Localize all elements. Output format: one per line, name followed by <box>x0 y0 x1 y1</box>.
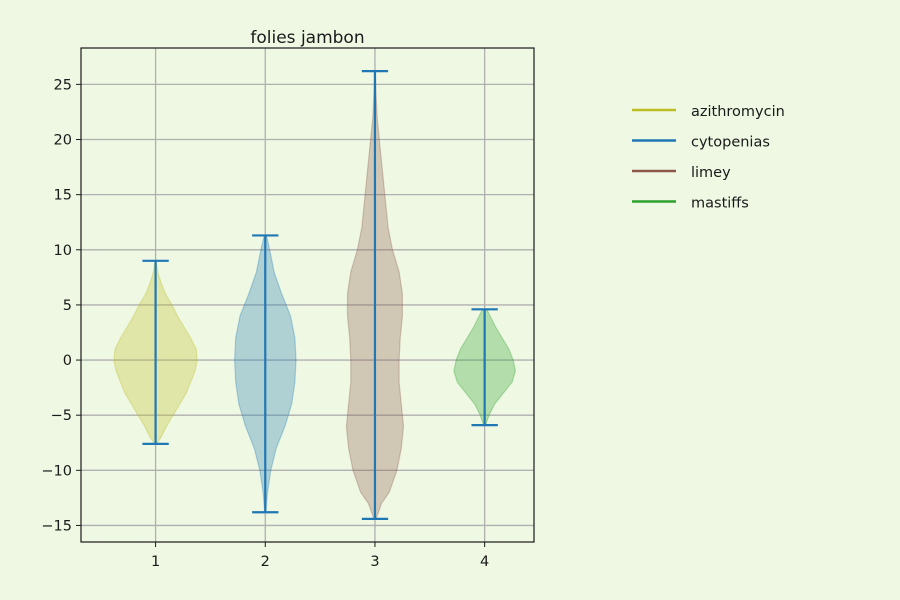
plot-frame <box>80 47 535 543</box>
y-tick-label: 20 <box>54 133 72 149</box>
legend-label-cytopenias: cytopenias <box>691 135 770 151</box>
y-tick-label: 25 <box>54 77 72 93</box>
legend-label-mastiffs: mastiffs <box>691 196 749 212</box>
y-tick-label: 10 <box>54 243 72 259</box>
legend-label-azithromycin: azithromycin <box>691 104 785 120</box>
y-axis: −15 −10 −5 0 5 10 15 20 25 <box>41 77 81 534</box>
legend: azithromycin cytopenias limey mastiffs <box>632 104 785 212</box>
y-tick-label: −10 <box>41 463 72 479</box>
violin-bodies <box>113 70 517 520</box>
y-tick-label: 0 <box>63 353 72 369</box>
y-tick-label: −5 <box>51 408 72 424</box>
chart-title: folies jambon <box>250 28 364 48</box>
y-tick-label: 15 <box>54 188 72 204</box>
x-axis: 1 2 3 4 <box>151 542 489 570</box>
whisker-lines <box>142 70 498 520</box>
x-tick-label: 4 <box>480 554 489 570</box>
x-tick-label: 1 <box>151 554 160 570</box>
y-tick-label: −15 <box>41 518 72 534</box>
y-tick-label: 5 <box>63 298 72 314</box>
x-tick-label: 2 <box>261 554 270 570</box>
x-tick-label: 3 <box>370 554 379 570</box>
legend-label-limey: limey <box>691 165 731 181</box>
